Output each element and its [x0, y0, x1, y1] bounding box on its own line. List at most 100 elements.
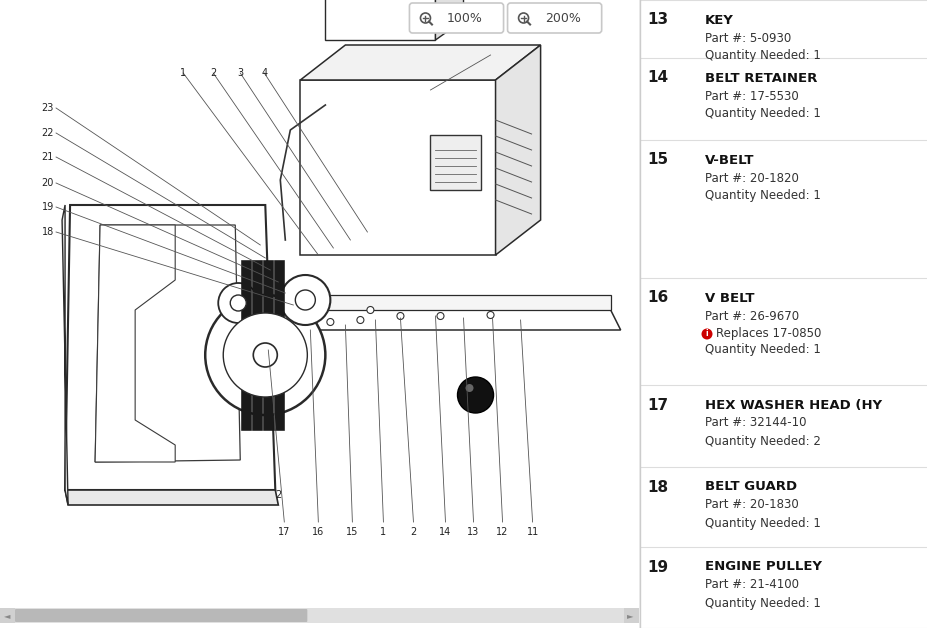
Text: 17: 17	[647, 398, 668, 413]
Circle shape	[465, 384, 474, 392]
Text: 15: 15	[346, 527, 359, 537]
Text: 1: 1	[380, 527, 387, 537]
Text: 19: 19	[42, 202, 54, 212]
Circle shape	[397, 313, 404, 320]
FancyBboxPatch shape	[640, 0, 927, 58]
Circle shape	[357, 317, 364, 323]
Text: 19: 19	[647, 560, 668, 575]
FancyBboxPatch shape	[15, 609, 308, 622]
Text: 14: 14	[439, 527, 451, 537]
Text: 14: 14	[647, 70, 668, 85]
FancyBboxPatch shape	[410, 3, 503, 33]
Text: Quantity Needed: 1: Quantity Needed: 1	[705, 597, 821, 610]
Polygon shape	[300, 45, 540, 80]
Text: 3: 3	[237, 68, 243, 78]
Text: Replaces 17-0850: Replaces 17-0850	[716, 327, 821, 340]
Polygon shape	[263, 260, 273, 430]
FancyBboxPatch shape	[0, 608, 15, 623]
Text: 13: 13	[647, 13, 668, 28]
Circle shape	[458, 377, 493, 413]
Polygon shape	[65, 490, 278, 505]
FancyBboxPatch shape	[640, 385, 927, 467]
Text: Quantity Needed: 1: Quantity Needed: 1	[705, 50, 821, 63]
Text: 18: 18	[647, 480, 668, 494]
FancyBboxPatch shape	[0, 608, 639, 623]
Text: Part #: 32144-10: Part #: 32144-10	[705, 416, 806, 430]
Polygon shape	[436, 0, 464, 40]
Text: Quantity Needed: 2: Quantity Needed: 2	[705, 435, 821, 448]
Text: 23: 23	[42, 103, 54, 113]
Polygon shape	[241, 260, 251, 430]
Polygon shape	[325, 0, 436, 40]
Text: HEX WASHER HEAD (HΥ: HEX WASHER HEAD (HΥ	[705, 399, 883, 411]
Text: 20: 20	[42, 178, 54, 188]
Polygon shape	[252, 260, 262, 430]
FancyBboxPatch shape	[624, 608, 639, 623]
FancyBboxPatch shape	[0, 0, 639, 628]
Circle shape	[367, 306, 374, 313]
Circle shape	[296, 290, 315, 310]
Text: 11: 11	[527, 527, 539, 537]
Text: 22: 22	[42, 128, 54, 138]
Text: 2: 2	[275, 490, 282, 500]
Text: 1: 1	[180, 68, 186, 78]
Text: ◄: ◄	[4, 611, 10, 620]
Text: 13: 13	[467, 527, 479, 537]
FancyBboxPatch shape	[508, 3, 602, 33]
Circle shape	[218, 283, 259, 323]
Polygon shape	[300, 80, 496, 255]
Text: i: i	[705, 330, 708, 338]
Text: Part #: 26-9670: Part #: 26-9670	[705, 310, 799, 323]
Text: Part #: 21-4100: Part #: 21-4100	[705, 578, 799, 592]
FancyBboxPatch shape	[640, 58, 927, 140]
Circle shape	[230, 295, 247, 311]
FancyBboxPatch shape	[640, 467, 927, 547]
Text: Quantity Needed: 1: Quantity Needed: 1	[705, 107, 821, 121]
Text: 18: 18	[42, 227, 54, 237]
Text: 2: 2	[411, 527, 416, 537]
Circle shape	[205, 295, 325, 415]
Text: KEY: KEY	[705, 13, 734, 26]
Circle shape	[437, 313, 444, 320]
Polygon shape	[95, 225, 175, 462]
Polygon shape	[95, 225, 240, 462]
Circle shape	[702, 328, 713, 340]
Text: ►: ►	[628, 611, 634, 620]
FancyBboxPatch shape	[640, 547, 927, 628]
Text: Part #: 20-1830: Part #: 20-1830	[705, 499, 799, 511]
Polygon shape	[65, 205, 275, 490]
Text: Part #: 17-5530: Part #: 17-5530	[705, 90, 799, 102]
Text: BELT GUARD: BELT GUARD	[705, 480, 797, 494]
Text: V BELT: V BELT	[705, 291, 755, 305]
Text: 4: 4	[261, 68, 267, 78]
Polygon shape	[496, 45, 540, 255]
Text: Part #: 5-0930: Part #: 5-0930	[705, 31, 792, 45]
Text: V-BELT: V-BELT	[705, 153, 755, 166]
FancyBboxPatch shape	[640, 140, 927, 278]
Text: 100%: 100%	[447, 11, 482, 24]
Text: Quantity Needed: 1: Quantity Needed: 1	[705, 516, 821, 529]
Text: 15: 15	[647, 153, 668, 168]
FancyBboxPatch shape	[430, 135, 480, 190]
Text: BELT RETAINER: BELT RETAINER	[705, 72, 818, 85]
Circle shape	[223, 313, 308, 397]
Text: 17: 17	[278, 527, 290, 537]
Polygon shape	[274, 260, 285, 430]
Circle shape	[487, 311, 494, 318]
Polygon shape	[210, 310, 621, 330]
Text: 16: 16	[312, 527, 324, 537]
Text: Quantity Needed: 1: Quantity Needed: 1	[705, 190, 821, 202]
Circle shape	[280, 275, 330, 325]
Text: 2: 2	[210, 68, 216, 78]
FancyBboxPatch shape	[640, 278, 927, 385]
Text: ENGINE PULLEY: ENGINE PULLEY	[705, 561, 822, 573]
Text: 21: 21	[42, 152, 54, 162]
Text: 200%: 200%	[545, 11, 580, 24]
Polygon shape	[210, 295, 611, 310]
Circle shape	[253, 343, 277, 367]
Circle shape	[327, 318, 334, 325]
Text: 16: 16	[647, 291, 668, 305]
Text: Quantity Needed: 1: Quantity Needed: 1	[705, 344, 821, 357]
Text: 12: 12	[496, 527, 509, 537]
Text: Part #: 20-1820: Part #: 20-1820	[705, 171, 799, 185]
